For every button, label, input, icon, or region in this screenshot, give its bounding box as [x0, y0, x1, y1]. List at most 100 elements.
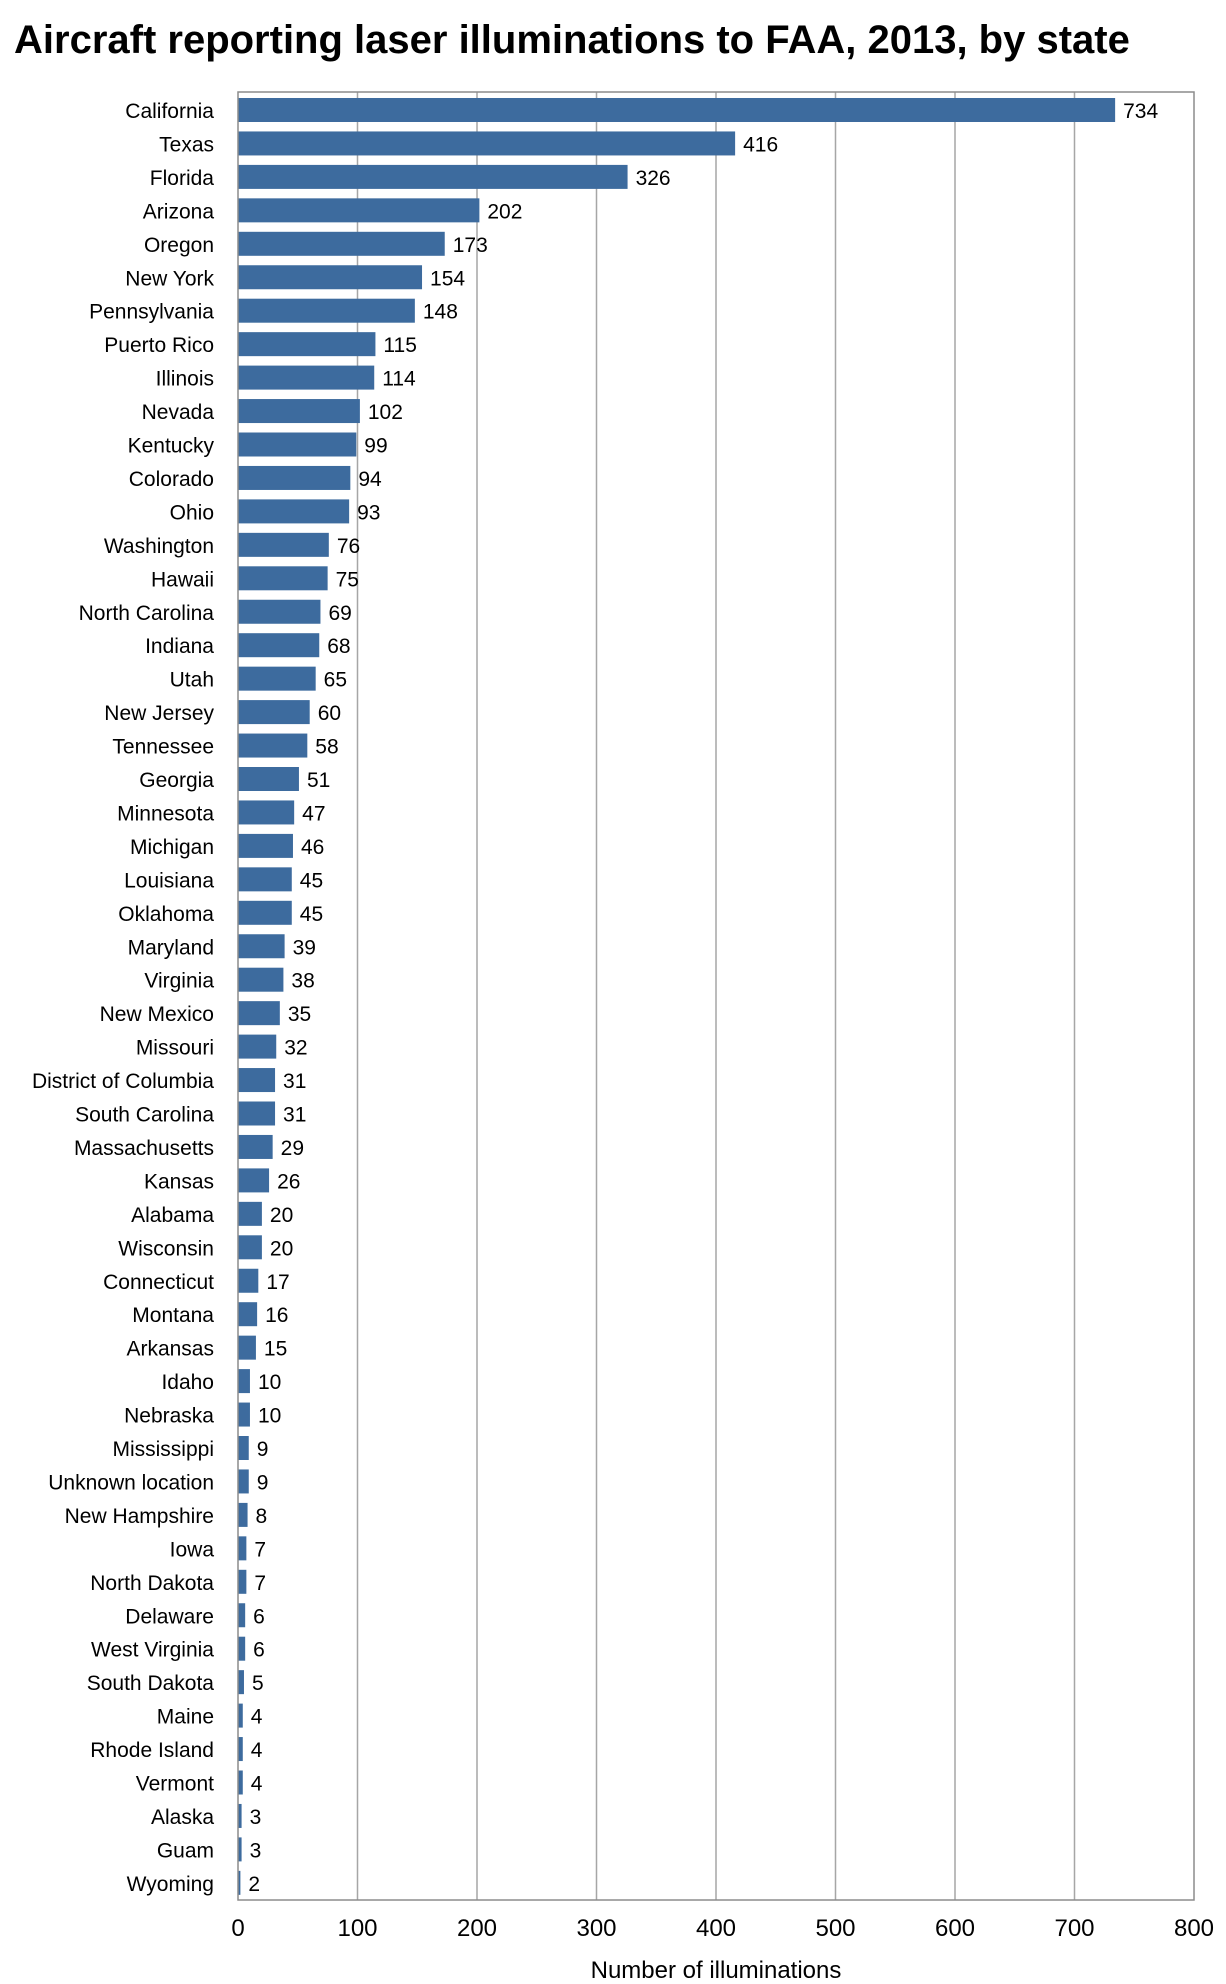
- x-tick-label: 700: [1054, 1915, 1094, 1942]
- category-label: West Virginia: [91, 1639, 214, 1662]
- x-tick-label: 500: [815, 1915, 855, 1942]
- category-label: Mississippi: [112, 1438, 214, 1461]
- value-label: 9: [257, 1438, 269, 1461]
- bar: [238, 164, 628, 189]
- value-label: 65: [324, 669, 347, 692]
- x-tick-label: 400: [696, 1915, 736, 1942]
- category-label: South Carolina: [75, 1104, 214, 1127]
- category-label: Washington: [104, 535, 214, 558]
- category-label: Delaware: [125, 1605, 214, 1628]
- bar: [238, 365, 375, 390]
- bar: [238, 98, 1116, 122]
- x-axis-label: Number of illuminations: [591, 1957, 842, 1984]
- value-label: 102: [368, 401, 403, 424]
- value-label: 39: [293, 936, 316, 959]
- value-label: 8: [256, 1505, 268, 1528]
- value-label: 94: [358, 468, 382, 491]
- bar: [238, 1436, 249, 1460]
- value-label: 20: [270, 1204, 293, 1227]
- bar: [238, 1134, 273, 1159]
- bar: [238, 1302, 258, 1327]
- bar: [238, 700, 310, 725]
- bar: [238, 1536, 247, 1561]
- bar: [238, 566, 328, 591]
- value-label: 58: [315, 736, 338, 759]
- bar: [238, 231, 445, 256]
- category-label: Louisiana: [124, 869, 214, 892]
- value-label: 154: [430, 267, 465, 290]
- category-label: Rhode Island: [90, 1739, 214, 1762]
- category-label: Ohio: [170, 501, 214, 524]
- bar: [238, 767, 299, 791]
- bar: [238, 1569, 247, 1594]
- value-label: 115: [383, 334, 416, 357]
- category-label: Idaho: [161, 1371, 214, 1394]
- bar: [238, 499, 350, 524]
- category-label: Massachusetts: [74, 1137, 214, 1160]
- value-label: 26: [277, 1170, 300, 1193]
- bars: [238, 98, 1116, 1895]
- bar: [238, 332, 376, 357]
- bar: [238, 800, 295, 825]
- category-label: Oklahoma: [118, 903, 214, 926]
- value-label: 46: [301, 836, 324, 859]
- value-label: 32: [284, 1037, 307, 1060]
- bar: [238, 1402, 250, 1427]
- bar: [238, 900, 292, 925]
- bar: [238, 1001, 280, 1026]
- bar: [238, 1770, 243, 1795]
- value-label: 4: [251, 1739, 263, 1762]
- bar: [238, 1268, 259, 1293]
- bar: [238, 465, 351, 490]
- value-label: 114: [382, 368, 416, 391]
- value-label: 51: [307, 769, 330, 792]
- value-label: 47: [302, 802, 325, 825]
- value-label: 9: [257, 1471, 269, 1494]
- category-label: South Dakota: [87, 1672, 215, 1695]
- bar: [238, 733, 308, 758]
- category-label: Utah: [170, 669, 214, 692]
- category-label: Unknown location: [48, 1471, 214, 1494]
- value-label: 4: [251, 1773, 263, 1796]
- value-label: 416: [743, 133, 778, 156]
- value-label: 6: [253, 1605, 265, 1628]
- value-label: 45: [300, 869, 323, 892]
- value-label: 3: [250, 1839, 262, 1862]
- category-label: Wyoming: [127, 1873, 214, 1896]
- bar: [238, 633, 320, 658]
- value-label: 3: [250, 1806, 262, 1829]
- category-label: Alaska: [151, 1806, 214, 1829]
- value-label: 16: [265, 1304, 288, 1327]
- value-label: 31: [283, 1104, 306, 1127]
- category-label: Maine: [157, 1706, 214, 1729]
- value-label: 10: [258, 1371, 281, 1394]
- x-tick-label: 200: [457, 1915, 497, 1942]
- value-label: 68: [327, 635, 350, 658]
- bar: [238, 867, 292, 892]
- value-label: 17: [266, 1271, 289, 1294]
- bar: [238, 1502, 248, 1527]
- category-label: Connecticut: [103, 1271, 214, 1294]
- value-label: 6: [253, 1639, 265, 1662]
- bar: [238, 1201, 262, 1226]
- bar: [238, 1703, 243, 1728]
- gridlines: [356, 92, 1076, 1900]
- category-label: Puerto Rico: [104, 334, 214, 357]
- value-label: 173: [453, 234, 488, 257]
- bar: [238, 1603, 246, 1628]
- bar: [238, 265, 423, 290]
- category-label: New York: [125, 267, 214, 290]
- bar: [238, 1870, 241, 1895]
- category-label: Colorado: [129, 468, 214, 491]
- category-label: Oregon: [144, 234, 214, 257]
- value-label: 93: [357, 501, 380, 524]
- category-label: Michigan: [130, 836, 214, 859]
- bar: [238, 1469, 249, 1494]
- category-label: New Hampshire: [65, 1505, 214, 1528]
- category-label: District of Columbia: [32, 1070, 214, 1093]
- value-label: 148: [423, 301, 458, 324]
- category-label: New Mexico: [100, 1003, 214, 1026]
- plot-frame: [237, 91, 1195, 1901]
- value-label: 29: [281, 1137, 304, 1160]
